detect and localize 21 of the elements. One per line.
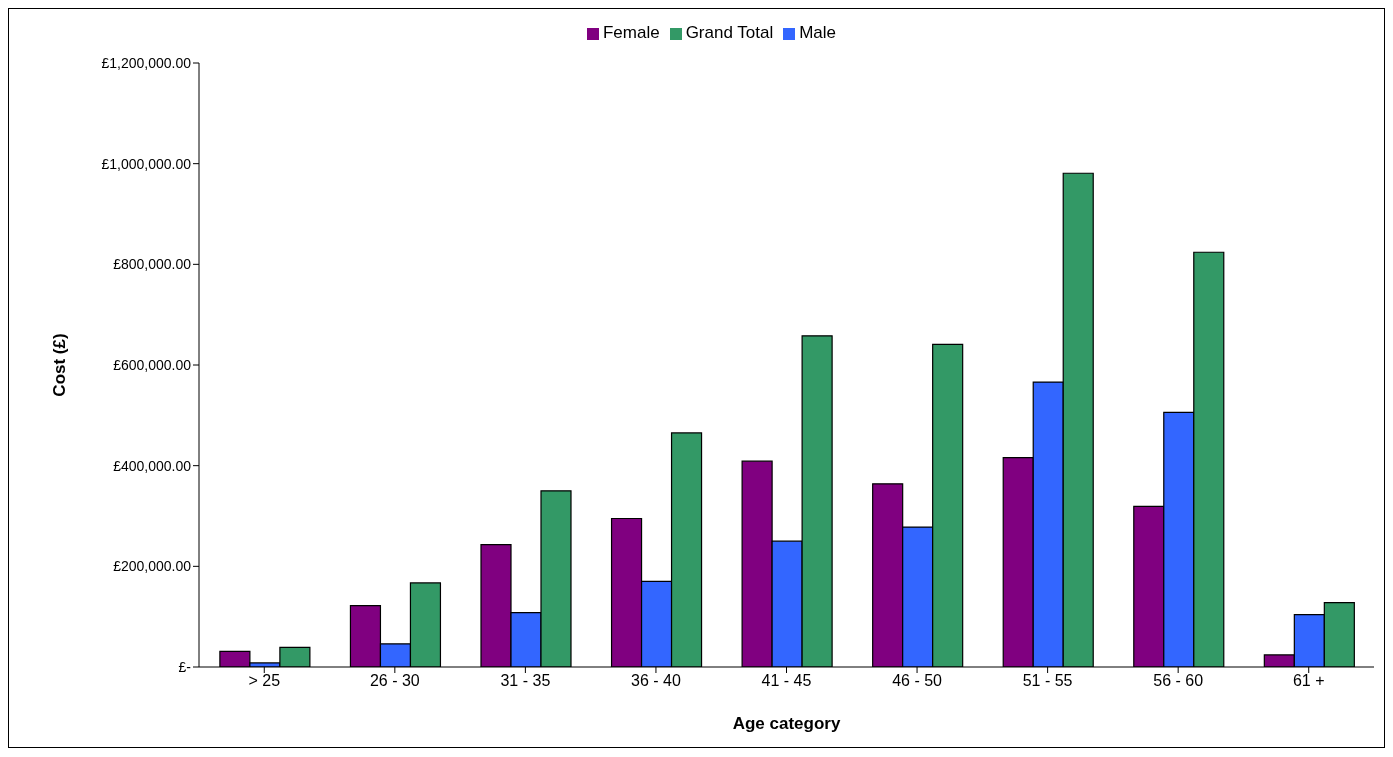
x-tick-label: 51 - 55 bbox=[1022, 672, 1073, 690]
x-tick-label: 26 - 30 bbox=[369, 672, 420, 690]
x-tick-label: > 25 bbox=[248, 672, 281, 690]
y-tick-label: £200,000.00 bbox=[113, 558, 192, 575]
x-tick-label: 56 - 60 bbox=[1153, 672, 1204, 690]
legend-label: Male bbox=[799, 23, 837, 42]
legend-label: Grand Total bbox=[685, 23, 774, 42]
x-tick-label: 36 - 40 bbox=[631, 672, 681, 690]
x-tick-label: 41 - 45 bbox=[761, 672, 812, 690]
x-axis-title: Age category bbox=[732, 714, 841, 734]
y-tick-label: £800,000.00 bbox=[113, 256, 192, 273]
y-tick-label: £1,200,000.00 bbox=[101, 54, 192, 71]
x-tick-label: 31 - 35 bbox=[500, 672, 551, 690]
y-axis-title: Cost (£) bbox=[50, 333, 70, 397]
y-tick-label: £600,000.00 bbox=[113, 356, 192, 373]
legend-label: Female bbox=[602, 23, 660, 42]
x-tick-label: 46 - 50 bbox=[892, 672, 943, 690]
x-tick-label: 61 + bbox=[1292, 672, 1325, 690]
y-tick-label: £1,000,000.00 bbox=[101, 155, 192, 172]
y-tick-label: £- bbox=[178, 658, 192, 675]
y-tick-label: £400,000.00 bbox=[113, 457, 192, 474]
